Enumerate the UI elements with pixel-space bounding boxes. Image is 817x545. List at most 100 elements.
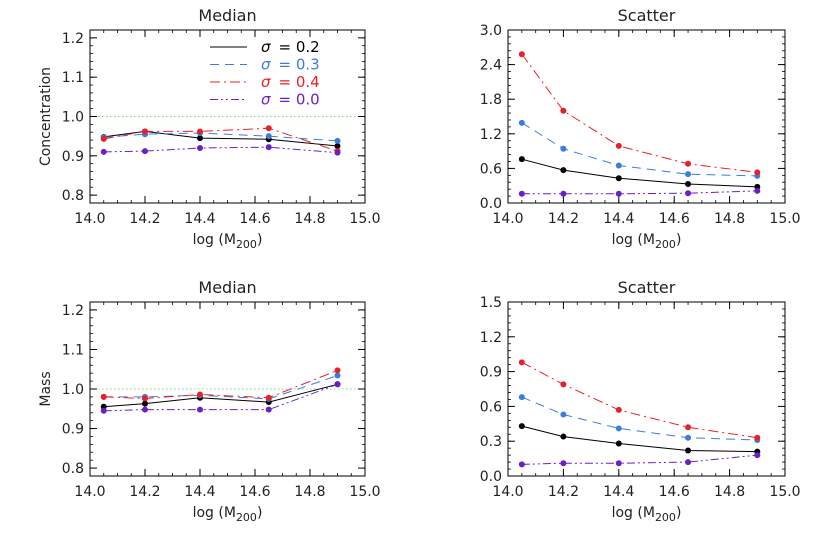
data-point-s02 [615, 175, 622, 182]
data-point-s04 [518, 51, 525, 58]
data-point-s00 [685, 190, 692, 197]
x-tick-label: 14.8 [714, 211, 745, 227]
series-line-s04 [103, 369, 338, 400]
legend-entry: σ = 0.0 [261, 91, 320, 109]
data-point-s04 [685, 424, 692, 431]
series-line-s00 [103, 383, 338, 412]
data-point-s03 [265, 133, 272, 140]
x-tick-label: 15.0 [349, 211, 380, 227]
x-tick-label: 14.0 [74, 211, 105, 227]
series-line-s00 [521, 454, 758, 465]
data-point-s04 [197, 391, 203, 398]
y-tick-label: 0.8 [62, 461, 84, 477]
y-tick-label: 0.9 [62, 422, 84, 438]
data-point-s02 [685, 180, 692, 187]
y-tick-label: 0.8 [62, 188, 84, 204]
panel-mass-median: Median 14.0 14.2 14.4 14.6 14.8 15.0 0.8 0.9 1.0 1… [38, 278, 381, 524]
data-point-s00 [265, 144, 272, 151]
x-axis-label-main: log (M [193, 505, 236, 521]
data-point-s00 [100, 407, 107, 414]
y-tick-label: 0.3 [480, 434, 502, 450]
panel-mass-scatter: Scatter 14.0 14.2 14.4 14.6 14.8 15.0 0.0 0.3 0.6… [480, 278, 801, 524]
data-point-s02 [560, 167, 567, 174]
data-point-s02 [518, 423, 525, 430]
legend-entry: σ = 0.4 [261, 73, 320, 91]
data-point-s02 [518, 156, 525, 163]
y-axis-label: Concentration [38, 67, 54, 166]
data-point-s03 [560, 411, 567, 418]
x-axis-label: log (M200) [612, 232, 682, 251]
series-line-s00 [103, 146, 338, 154]
x-tick-label: 14.2 [548, 484, 579, 500]
x-tick-label: 14.4 [184, 484, 215, 500]
data-point-s00 [265, 406, 272, 413]
data-point-s03 [518, 119, 525, 126]
y-tick-label: 1.2 [480, 127, 502, 143]
x-tick-label: 14.6 [239, 484, 270, 500]
x-axis-label-close: ) [676, 232, 681, 248]
data-point-s04 [754, 434, 761, 441]
data-point-s04 [142, 395, 148, 402]
panel-conc-median: Median 14.0 14.2 14.4 14.6 14.8 15.0 0.8 0.9 1.0 1… [38, 6, 381, 251]
data-point-s04 [100, 135, 107, 142]
x-tick-label: 14.8 [714, 484, 745, 500]
legend-symbol: σ [261, 38, 271, 56]
series-line-s04 [521, 53, 758, 173]
series-line-s02 [521, 425, 758, 453]
x-tick-label: 14.2 [129, 484, 160, 500]
x-tick-label: 14.0 [492, 211, 523, 227]
x-axis-label-sub: 200 [236, 238, 257, 251]
x-axis-label-sub: 200 [655, 238, 676, 251]
data-point-s04 [142, 128, 148, 135]
y-tick-label: 0.6 [480, 399, 502, 415]
data-point-s00 [142, 148, 148, 155]
legend-entry: σ = 0.3 [261, 56, 320, 74]
data-point-s04 [685, 160, 692, 167]
x-axis-label: log (M200) [193, 505, 263, 524]
panel-conc-scatter: Scatter 14.0 14.2 14.4 14.6 14.8 15.0 0.0 0.6 1.2… [480, 6, 801, 251]
data-point-s00 [334, 149, 341, 156]
y-tick-label: 2.4 [480, 58, 502, 74]
data-point-s00 [754, 452, 761, 459]
x-tick-label: 14.8 [294, 211, 325, 227]
legend-value: = 0.2 [279, 38, 320, 56]
y-tick-label: 0.6 [480, 161, 502, 177]
y-tick-label: 3.0 [480, 23, 502, 39]
plot-frame [507, 29, 786, 204]
y-tick-label: 1.2 [480, 330, 502, 346]
x-tick-label: 15.0 [349, 484, 380, 500]
data-point-s04 [754, 169, 761, 176]
data-point-s00 [560, 190, 567, 197]
data-point-s04 [197, 128, 203, 135]
legend-value: = 0.4 [279, 73, 320, 91]
x-axis-label-sub: 200 [236, 511, 257, 524]
y-tick-label: 1.5 [480, 295, 502, 311]
x-tick-label: 14.2 [129, 211, 160, 227]
y-tick-label: 1.2 [62, 303, 84, 319]
data-point-s00 [754, 187, 761, 194]
y-tick-label: 1.1 [62, 70, 84, 86]
data-point-s04 [334, 367, 341, 374]
series-line-s00 [521, 190, 758, 195]
series-line-s02 [521, 158, 758, 188]
chart-title: Scatter [618, 278, 676, 297]
y-tick-label: 1.8 [480, 92, 502, 108]
x-axis-label: log (M200) [612, 505, 682, 524]
x-tick-label: 15.0 [769, 484, 800, 500]
legend-symbol: σ [261, 73, 271, 91]
series-line-s04 [103, 127, 338, 152]
data-point-s00 [615, 460, 622, 467]
data-point-s00 [560, 460, 567, 467]
x-axis-label-close: ) [257, 505, 262, 521]
data-point-s00 [518, 461, 525, 468]
data-point-s03 [615, 425, 622, 432]
x-axis-label-sub: 200 [655, 511, 676, 524]
data-point-s04 [615, 142, 622, 149]
x-axis-label-close: ) [676, 505, 681, 521]
data-point-s03 [685, 171, 692, 178]
x-tick-label: 14.8 [294, 484, 325, 500]
legend-value: = 0.0 [279, 91, 320, 109]
data-point-s03 [685, 434, 692, 441]
data-point-s04 [560, 107, 567, 114]
